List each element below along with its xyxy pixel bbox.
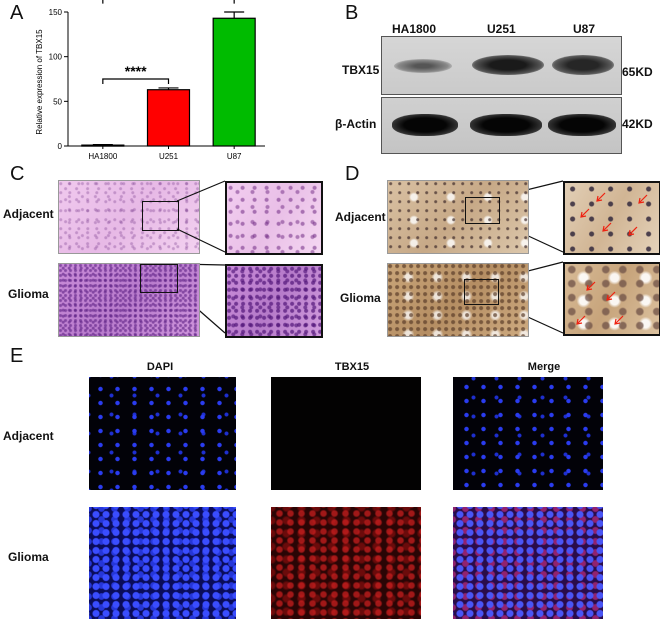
wb-blot-tbx15 [381, 36, 622, 95]
chart-bar-u251 [146, 89, 191, 147]
wb-band-tbx15-3 [552, 55, 614, 75]
if-dapi-glioma [89, 507, 236, 619]
chart-ytick-label: 100 [49, 53, 63, 62]
he-glioma-image [58, 263, 200, 337]
chart-ytick-label: 0 [58, 142, 63, 151]
chart-ytick-label: 150 [49, 8, 63, 17]
he-row-label-adjacent: Adjacent [3, 207, 54, 221]
ihc-glioma-image [387, 263, 529, 337]
he-adjacent-zoom [225, 181, 323, 255]
panel-label-e: E [10, 345, 24, 367]
he-adjacent-roi [142, 201, 179, 231]
he-glioma-roi [140, 264, 178, 293]
ihc-glioma-arrows [576, 281, 624, 325]
ihc-row-label-adjacent: Adjacent [335, 210, 386, 224]
bar-chart: Relative expression of TBX15 0 50 100 150 HA… [35, 0, 265, 161]
chart-xtick-label: U251 [159, 152, 179, 161]
ihc-glioma-zoom [563, 262, 660, 336]
ihc-glioma-roi [464, 279, 499, 305]
ihc-adjacent-image [387, 180, 529, 254]
wb-blot-actin [381, 97, 622, 154]
wb-band-actin-3 [548, 114, 616, 136]
if-merge-adjacent [453, 377, 603, 490]
if-row-label-glioma: Glioma [8, 550, 49, 564]
wb-lane-label-2: U251 [487, 22, 516, 36]
panel-label-c: C [10, 163, 25, 185]
panel-label-d: D [345, 163, 360, 185]
chart-bars [81, 11, 256, 147]
if-dapi-adjacent [89, 377, 236, 490]
if-col-title-merge: Merge [527, 361, 561, 373]
he-glioma-zoom [225, 264, 323, 338]
ihc-adjacent-arrows [580, 192, 648, 236]
ihc-adjacent-zoom [563, 181, 660, 255]
panel-label-a: A [10, 2, 24, 24]
ihc-adjacent-roi [465, 197, 500, 224]
wb-row1-protein: TBX15 [342, 63, 380, 77]
panel-label-b: B [345, 2, 359, 24]
if-col-title-dapi: DAPI [146, 361, 174, 373]
chart-ytick-label: 50 [53, 97, 62, 106]
chart-significance: ******** [102, 0, 235, 84]
wb-lane-label-1: HA1800 [392, 22, 437, 36]
if-merge-glioma [453, 507, 603, 619]
if-tbx15-adjacent [271, 377, 421, 490]
wb-band-tbx15-2 [472, 55, 544, 75]
wb-lane-label-3: U87 [573, 22, 596, 36]
chart-xtick-label: U87 [227, 152, 242, 161]
chart-significance-label: **** [125, 63, 147, 79]
wb-band-actin-1 [392, 114, 458, 136]
wb-band-tbx15-1 [394, 59, 452, 73]
he-adjacent-image [58, 180, 200, 254]
chart-bar-u87 [212, 17, 256, 147]
chart-significance-bracket [102, 78, 170, 84]
chart-significance-bracket [102, 0, 235, 4]
ihc-row-label-glioma: Glioma [340, 291, 381, 305]
wb-row2-size: 42KD [622, 117, 653, 131]
if-tbx15-glioma [271, 507, 421, 619]
wb-row1-size: 65KD [622, 65, 653, 79]
wb-row2-protein: β-Actin [335, 117, 377, 131]
he-row-label-glioma: Glioma [8, 287, 49, 301]
chart-ylabel: Relative expression of TBX15 [35, 29, 44, 135]
chart-xtick-label: HA1800 [88, 152, 117, 161]
if-col-title-tbx15: TBX15 [334, 361, 370, 373]
if-row-label-adjacent: Adjacent [3, 429, 54, 443]
wb-band-actin-2 [470, 114, 542, 136]
